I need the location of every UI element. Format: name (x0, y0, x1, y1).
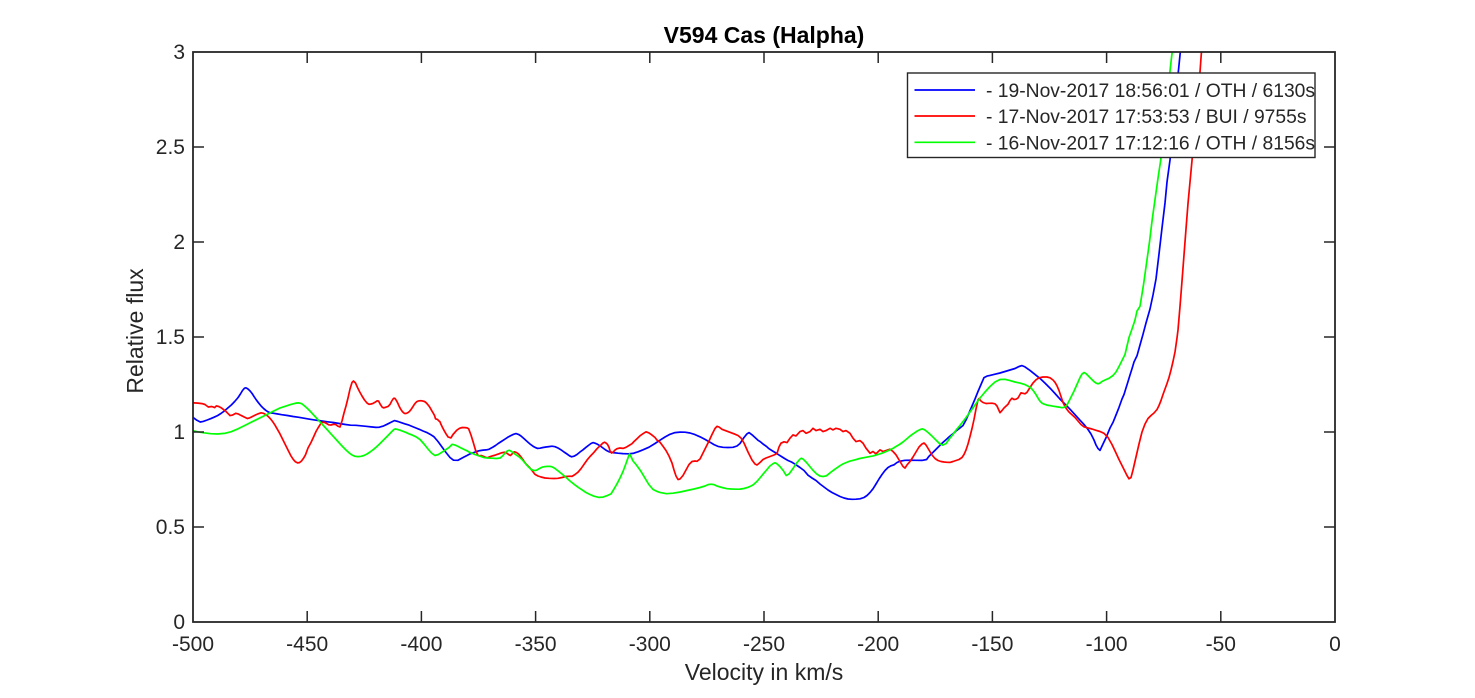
svg-text:Velocity in km/s: Velocity in km/s (685, 659, 844, 685)
svg-text:-200: -200 (857, 633, 899, 656)
svg-text:-400: -400 (400, 633, 442, 656)
svg-text:-150: -150 (971, 633, 1013, 656)
svg-text:- 19-Nov-2017 18:56:01 / OTH /: - 19-Nov-2017 18:56:01 / OTH / 6130s (986, 81, 1315, 102)
svg-text:-250: -250 (743, 633, 785, 656)
svg-text:-50: -50 (1206, 633, 1236, 656)
svg-text:-100: -100 (1086, 633, 1128, 656)
svg-text:-350: -350 (515, 633, 557, 656)
svg-text:-300: -300 (629, 633, 671, 656)
svg-text:- 16-Nov-2017 17:12:16 / OTH /: - 16-Nov-2017 17:12:16 / OTH / 8156s (986, 133, 1315, 154)
svg-text:-500: -500 (172, 633, 214, 656)
svg-text:- 17-Nov-2017 17:53:53 / BUI /: - 17-Nov-2017 17:53:53 / BUI / 9755s (986, 107, 1306, 128)
svg-text:0: 0 (173, 611, 185, 634)
svg-text:2: 2 (173, 231, 185, 254)
svg-text:0: 0 (1329, 633, 1341, 656)
svg-text:Relative flux: Relative flux (122, 268, 148, 394)
svg-text:3: 3 (173, 41, 185, 64)
svg-text:V594 Cas (Halpha): V594 Cas (Halpha) (664, 22, 865, 48)
svg-text:2.5: 2.5 (156, 136, 185, 159)
svg-text:-450: -450 (286, 633, 328, 656)
svg-text:1.5: 1.5 (156, 326, 185, 349)
svg-text:1: 1 (173, 421, 185, 444)
svg-text:0.5: 0.5 (156, 516, 185, 539)
